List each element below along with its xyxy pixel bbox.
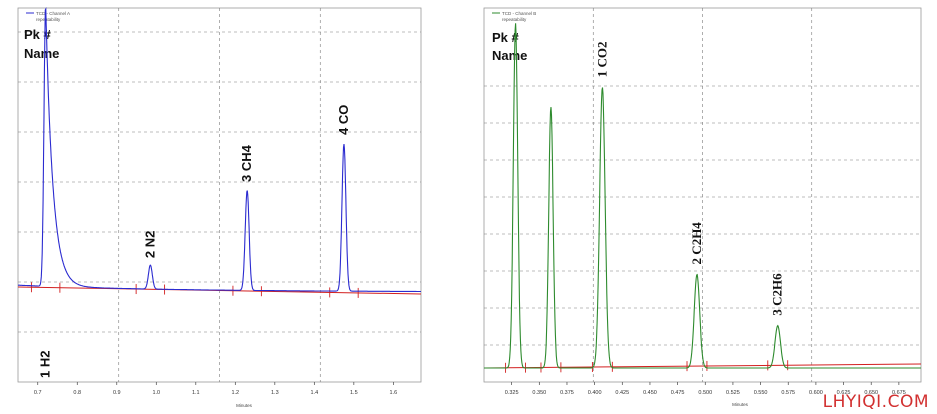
baseline-ticks-right [505,360,789,373]
legend-channel-left: TCD - Channel A [36,11,70,16]
chart-right: TCD - Channel B repeatability Pk # Name … [483,7,922,407]
pk-name-header-left: Name [24,46,59,61]
x-tick-label: 0.7 [34,390,42,396]
x-tick-label: 1.2 [231,390,239,396]
pk-name-header-right: Name [492,48,527,63]
x-axis-title-right: Minutes [732,402,749,407]
x-tick-label: 0.550 [754,390,768,396]
x-tick-label: 0.8 [73,390,81,396]
x-tick-label: 0.675 [892,390,906,396]
x-tick-label: 0.650 [864,390,878,396]
x-tick-label: 0.525 [726,390,740,396]
peak-label-n2: 2 N2 [142,231,157,258]
pk-number-header-left: Pk # [24,27,52,42]
gridlines-right [484,8,921,382]
x-axis-left: 0.7 0.8 0.9 1.0 1.1 1.2 1.3 1.4 1.5 1.6 [34,382,397,396]
x-tick-label: 0.475 [671,390,685,396]
x-tick-label: 1.0 [152,390,160,396]
pk-number-header-right: Pk # [492,30,520,45]
x-tick-label: 1.4 [310,390,318,396]
chart-left: TCD - Channel A repeatability Pk # Name … [17,6,422,408]
legend-channel-right: TCD - Channel B [502,11,536,16]
x-tick-label: 0.625 [837,390,851,396]
x-tick-label: 0.500 [698,390,712,396]
peak-labels-left: 1 H2 2 N2 3 CH4 4 CO [38,105,351,378]
x-axis-title-left: Minutes [236,403,253,408]
peak-label-co: 4 CO [336,105,351,135]
x-tick-label: 0.325 [505,390,519,396]
peak-label-c2h4: 2 C2H4 [689,222,704,265]
trace-right [484,23,921,369]
x-tick-label: 0.375 [560,390,574,396]
peak-label-h2: 1 H2 [38,351,53,378]
x-tick-label: 0.575 [781,390,795,396]
peak-label-co2: 1 CO2 [594,42,609,78]
x-tick-label: 1.3 [271,390,279,396]
x-tick-label: 1.6 [390,390,398,396]
x-tick-label: 0.400 [588,390,602,396]
trace-left [18,6,421,293]
peak-label-ch4: 3 CH4 [239,144,254,182]
x-tick-label: 1.1 [192,390,200,396]
legend-method-right: repeatability [502,17,527,22]
peak-label-c2h6: 3 C2H6 [770,273,785,316]
gridlines-left [18,8,421,382]
x-tick-label: 0.9 [113,390,121,396]
x-tick-label: 1.5 [350,390,358,396]
x-tick-label: 0.600 [809,390,823,396]
x-tick-label: 0.350 [532,390,546,396]
watermark-logo: LHYIQI.COM [822,392,929,412]
x-tick-label: 0.450 [643,390,657,396]
baseline-right [483,363,922,369]
x-tick-label: 0.425 [615,390,629,396]
x-axis-right: 0.325 0.350 0.375 0.400 0.425 0.450 0.475 0.500… [505,382,906,396]
legend-method-left: repeatability [36,17,61,22]
peak-labels-right: 1 CO2 2 C2H4 3 C2H6 [594,42,784,316]
